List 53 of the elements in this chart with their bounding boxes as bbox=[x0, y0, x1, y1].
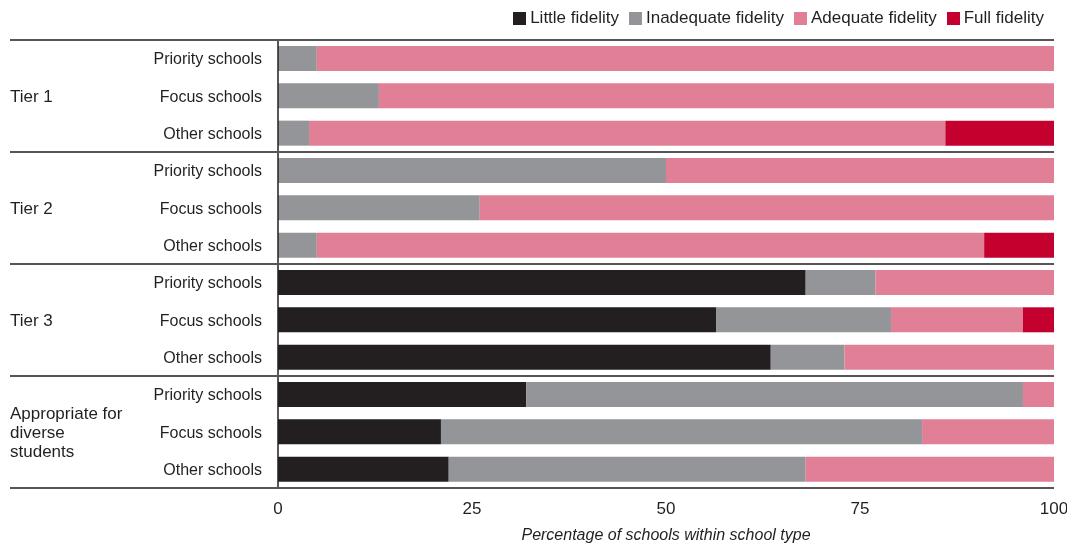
bar bbox=[316, 232, 985, 258]
text: Tier 3 bbox=[10, 310, 54, 330]
bar bbox=[278, 45, 317, 71]
legend-label: Little fidelity bbox=[530, 8, 619, 27]
bar bbox=[1022, 381, 1054, 407]
bar bbox=[278, 232, 317, 258]
y-tick-label: Focus schools bbox=[159, 423, 262, 441]
y-tick-label: Other schools bbox=[163, 461, 262, 479]
y-tick-label: Priority schools bbox=[153, 386, 262, 404]
bar bbox=[984, 232, 1054, 258]
bar bbox=[316, 45, 1054, 71]
y-tick-label: Priority schools bbox=[153, 50, 262, 68]
bar bbox=[875, 269, 1054, 295]
bar bbox=[891, 307, 1023, 333]
bar bbox=[278, 120, 310, 146]
text: Tier 1 bbox=[10, 86, 54, 106]
bar bbox=[278, 83, 379, 109]
bar bbox=[309, 120, 946, 146]
text: Appropriate for diverse students bbox=[10, 403, 124, 461]
x-tick-label: 25 bbox=[462, 499, 482, 519]
bar bbox=[945, 120, 1054, 146]
y-tick-label: Priority schools bbox=[153, 274, 262, 292]
bar bbox=[805, 456, 1054, 482]
y-tick-label: Other schools bbox=[163, 237, 262, 255]
bar bbox=[278, 157, 666, 183]
x-tick-label: 75 bbox=[850, 499, 870, 519]
legend-label: Full fidelity bbox=[963, 8, 1044, 27]
bar bbox=[479, 195, 1054, 221]
x-tick-label: 100 bbox=[1039, 499, 1069, 519]
bar bbox=[1022, 307, 1054, 333]
bar bbox=[440, 419, 923, 445]
legend-label: Adequate fidelity bbox=[810, 8, 937, 27]
bar bbox=[526, 381, 1023, 407]
y-tick-label: Focus schools bbox=[159, 199, 262, 217]
legend-label: Inadequate fidelity bbox=[645, 8, 784, 27]
bar bbox=[448, 456, 806, 482]
bar bbox=[278, 195, 480, 221]
y-tick-label: Other schools bbox=[163, 349, 262, 367]
x-axis-title: Percentage of schools within school type bbox=[521, 526, 811, 543]
bar bbox=[666, 157, 1054, 183]
y-tick-label: Focus schools bbox=[159, 311, 262, 329]
bar bbox=[378, 83, 1054, 109]
bar bbox=[716, 307, 892, 333]
bar bbox=[805, 269, 876, 295]
x-tick-label: 0 bbox=[273, 499, 283, 519]
y-tick-label: Focus schools bbox=[159, 87, 262, 105]
y-tick-label: Priority schools bbox=[153, 162, 262, 180]
x-tick-label: 50 bbox=[656, 499, 676, 519]
bar bbox=[770, 344, 845, 370]
y-tick-label: Other schools bbox=[163, 125, 262, 143]
bar bbox=[844, 344, 1054, 370]
bar bbox=[922, 419, 1054, 445]
text: Tier 2 bbox=[10, 198, 54, 218]
